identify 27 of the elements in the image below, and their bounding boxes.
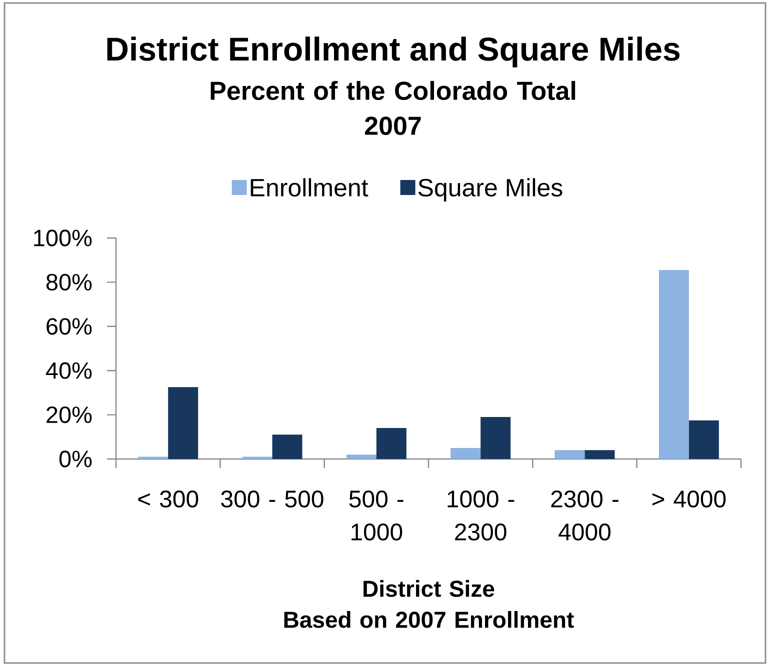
x-tick-label: 300 - 500 bbox=[221, 490, 324, 508]
legend-label: Square Miles bbox=[418, 178, 562, 202]
x-tick-label: 2300 - 4000 bbox=[551, 490, 618, 541]
bar bbox=[376, 428, 406, 459]
bar bbox=[584, 450, 615, 459]
y-tick-label: 20% bbox=[46, 406, 92, 424]
bar bbox=[450, 448, 481, 459]
y-tick-label: 80% bbox=[46, 274, 92, 291]
bar bbox=[272, 434, 302, 459]
legend-label: Enrollment bbox=[250, 178, 368, 197]
x-axis-title: District Size Based on 2007 Enrollment bbox=[284, 580, 574, 628]
x-tick-label: 1000 - 2300 bbox=[448, 490, 514, 541]
bar bbox=[168, 387, 198, 459]
x-tick-label: > 4000 bbox=[652, 490, 726, 508]
chart-title: District Enrollment and Square Miles bbox=[107, 36, 680, 68]
bar bbox=[658, 270, 689, 459]
x-tick-label: < 300 bbox=[138, 490, 198, 508]
y-tick-label: 100% bbox=[34, 230, 92, 246]
y-tick-label: 60% bbox=[46, 318, 92, 335]
y-tick-label: 0% bbox=[59, 450, 92, 468]
bar bbox=[554, 450, 585, 459]
x-tick-label: 500 - 1000 bbox=[349, 490, 404, 541]
bar bbox=[480, 417, 511, 459]
bar bbox=[346, 454, 376, 459]
y-tick-label: 40% bbox=[46, 362, 92, 379]
chart-subtitle: Percent of the Colorado Total 2007 bbox=[210, 80, 576, 136]
bar bbox=[688, 420, 719, 459]
